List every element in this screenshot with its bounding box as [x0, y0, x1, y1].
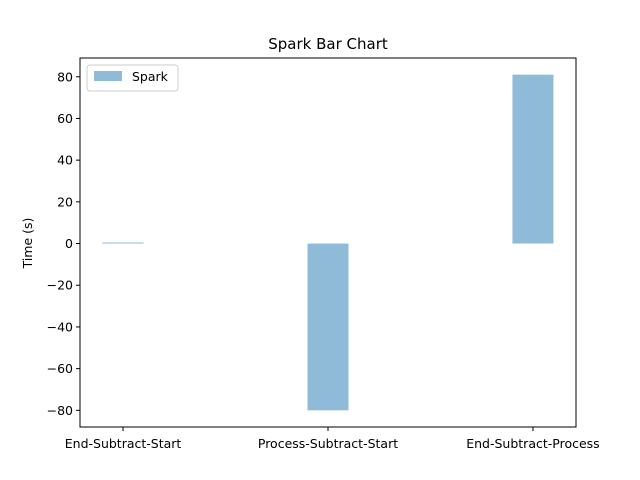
y-tick-label: 60	[57, 111, 73, 126]
legend-label-spark: Spark	[132, 69, 169, 84]
x-tick-label: End-Subtract-Process	[466, 436, 599, 451]
y-tick-label: 0	[65, 236, 73, 251]
y-axis: −80 −60 −40 −20 0 20 40 60 80	[47, 69, 80, 418]
chart-title: Spark Bar Chart	[268, 35, 388, 53]
legend-swatch-spark	[94, 71, 122, 81]
y-tick-label: 20	[57, 194, 73, 209]
x-axis: End-Subtract-Start Process-Subtract-Start…	[65, 427, 600, 451]
bar-2	[307, 243, 349, 411]
x-tick-label: End-Subtract-Start	[65, 436, 182, 451]
x-tick-label: Process-Subtract-Start	[258, 436, 398, 451]
bar-3	[512, 74, 554, 244]
y-tick-label: −80	[47, 403, 73, 418]
y-tick-label: 40	[57, 153, 73, 168]
bar-1	[102, 242, 144, 244]
legend: Spark	[86, 64, 179, 92]
y-axis-label: Time (s)	[20, 218, 35, 270]
y-tick-label: −60	[47, 361, 73, 376]
y-tick-label: −40	[47, 319, 73, 334]
y-tick-label: 80	[57, 69, 73, 84]
y-tick-label: −20	[47, 278, 73, 293]
bars-layer	[102, 74, 554, 411]
